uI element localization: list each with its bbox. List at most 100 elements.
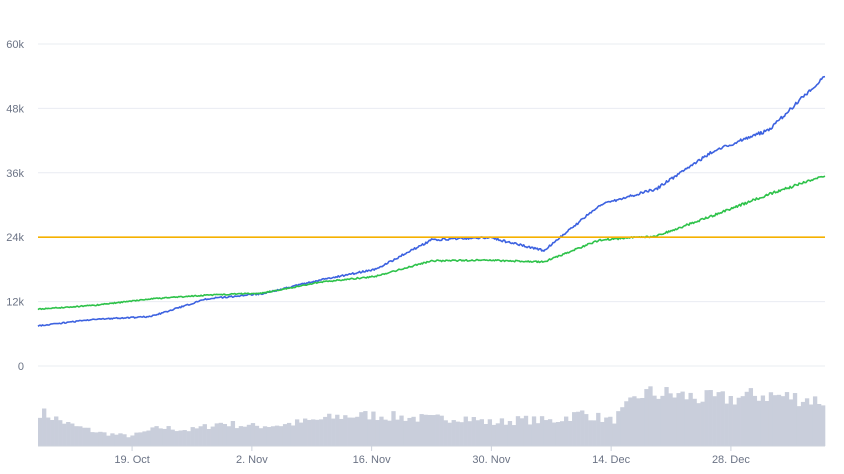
volume-bar	[138, 432, 143, 446]
volume-bar	[804, 398, 810, 446]
volume-bar	[684, 399, 689, 446]
volume-bar	[198, 426, 203, 446]
volume-bar	[54, 416, 59, 446]
volume-bar	[800, 401, 806, 446]
volume-bar	[704, 390, 709, 446]
volume-bar	[604, 417, 609, 446]
volume-bar	[86, 427, 91, 446]
volume-bar	[443, 420, 448, 446]
volume-bar	[150, 427, 155, 446]
volume-bar	[507, 421, 513, 446]
volume-bar	[118, 433, 123, 446]
volume-bar	[515, 416, 521, 446]
volume-bar	[463, 416, 468, 446]
volume-bar	[716, 392, 721, 446]
volume-bar	[752, 395, 758, 446]
volume-bar	[206, 429, 211, 446]
volume-bar	[491, 424, 497, 446]
x-tick-label: 30. Nov	[472, 454, 510, 466]
volume-bar	[359, 412, 364, 446]
volume-bar	[110, 433, 115, 446]
volume-bar	[696, 403, 701, 446]
volume-bar	[230, 421, 236, 446]
volume-bar	[130, 435, 135, 446]
volume-bar	[503, 424, 509, 446]
volume-bar	[98, 431, 103, 446]
volume-bar	[214, 423, 219, 446]
volume-bar	[311, 419, 316, 446]
volume-bar	[608, 416, 613, 446]
volume-bar	[363, 411, 368, 446]
volume-bar	[383, 419, 388, 446]
volume-bar	[736, 397, 741, 446]
series-lines	[37, 75, 826, 327]
volume-bar	[584, 414, 589, 446]
volume-bar	[447, 422, 452, 446]
volume-bar	[158, 428, 163, 446]
volume-bar	[367, 419, 372, 446]
y-tick-label: 0	[18, 361, 24, 373]
volume-bar	[70, 423, 75, 446]
volume-bar	[58, 420, 63, 446]
volume-bar	[423, 414, 428, 446]
volume-bar	[294, 419, 300, 446]
volume-bar	[126, 437, 131, 446]
volume-bar	[274, 425, 280, 446]
volume-bar	[323, 416, 328, 446]
volume-bar	[379, 416, 384, 446]
volume-bar	[355, 416, 360, 446]
volume-bar	[415, 421, 420, 446]
volume-bar	[142, 431, 147, 446]
volume-bar	[676, 393, 681, 446]
volume-bar	[319, 419, 324, 446]
volume-bar	[636, 398, 641, 446]
volume-bar	[760, 395, 766, 446]
volume-bar	[543, 420, 549, 446]
volume-bar	[539, 416, 545, 446]
volume-bar	[343, 415, 348, 446]
volume-bar	[580, 410, 585, 446]
volume-bar	[307, 419, 312, 446]
volume-bar	[78, 426, 83, 446]
volume-bar	[640, 397, 645, 446]
volume-bar	[816, 404, 822, 446]
volume-bar	[419, 414, 424, 446]
volume-bar	[748, 388, 754, 446]
volume-bar	[728, 395, 733, 446]
x-tick-label: 16. Nov	[353, 454, 391, 466]
volume-bar	[644, 389, 649, 446]
volume-bar	[664, 387, 669, 446]
volume-bar	[483, 424, 489, 446]
volume-bar	[672, 397, 677, 446]
volume-bar	[303, 418, 308, 446]
volume-bar	[331, 418, 336, 446]
volume-bar	[756, 400, 762, 446]
volume-bar	[559, 421, 565, 446]
volume-bar	[170, 429, 175, 446]
y-tick-label: 24k	[6, 232, 24, 244]
volume-bar	[576, 411, 581, 446]
volume-bar	[238, 426, 244, 446]
volume-bar	[182, 430, 187, 446]
volume-bar	[792, 393, 798, 446]
volume-bar	[555, 421, 561, 446]
volume-bar	[391, 411, 396, 446]
volume-bar	[656, 398, 661, 446]
volume-bar	[335, 414, 340, 446]
volume-bar	[784, 392, 790, 446]
volume-bar	[42, 408, 47, 446]
series-line-1	[37, 75, 826, 327]
volume-bar	[347, 417, 352, 446]
volume-bar	[395, 419, 400, 446]
volume-bar	[106, 435, 111, 446]
volume-bar	[495, 423, 501, 446]
volume-bar	[351, 417, 356, 446]
volume-bar	[812, 396, 818, 446]
volume-bar	[724, 403, 729, 446]
volume-bar	[612, 423, 617, 446]
volume-bar	[535, 423, 541, 446]
volume-bar	[250, 423, 256, 446]
volume-bar	[531, 416, 537, 446]
y-tick-label: 60k	[6, 39, 24, 51]
